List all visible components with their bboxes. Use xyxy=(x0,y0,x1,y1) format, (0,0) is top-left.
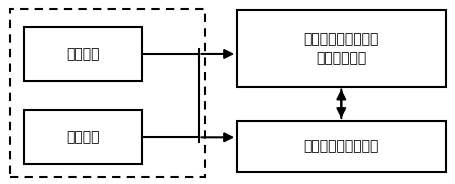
Bar xyxy=(237,10,445,86)
Bar xyxy=(10,9,205,177)
Bar xyxy=(24,27,142,81)
Text: 单片机中央处理单元: 单片机中央处理单元 xyxy=(303,139,378,153)
Text: 三相费控智能电能表
基本功能模块: 三相费控智能电能表 基本功能模块 xyxy=(303,32,378,65)
Text: 辅助电源: 辅助电源 xyxy=(66,130,100,144)
Bar xyxy=(237,121,445,172)
Text: 线路电源: 线路电源 xyxy=(66,47,100,61)
Bar xyxy=(24,110,142,164)
